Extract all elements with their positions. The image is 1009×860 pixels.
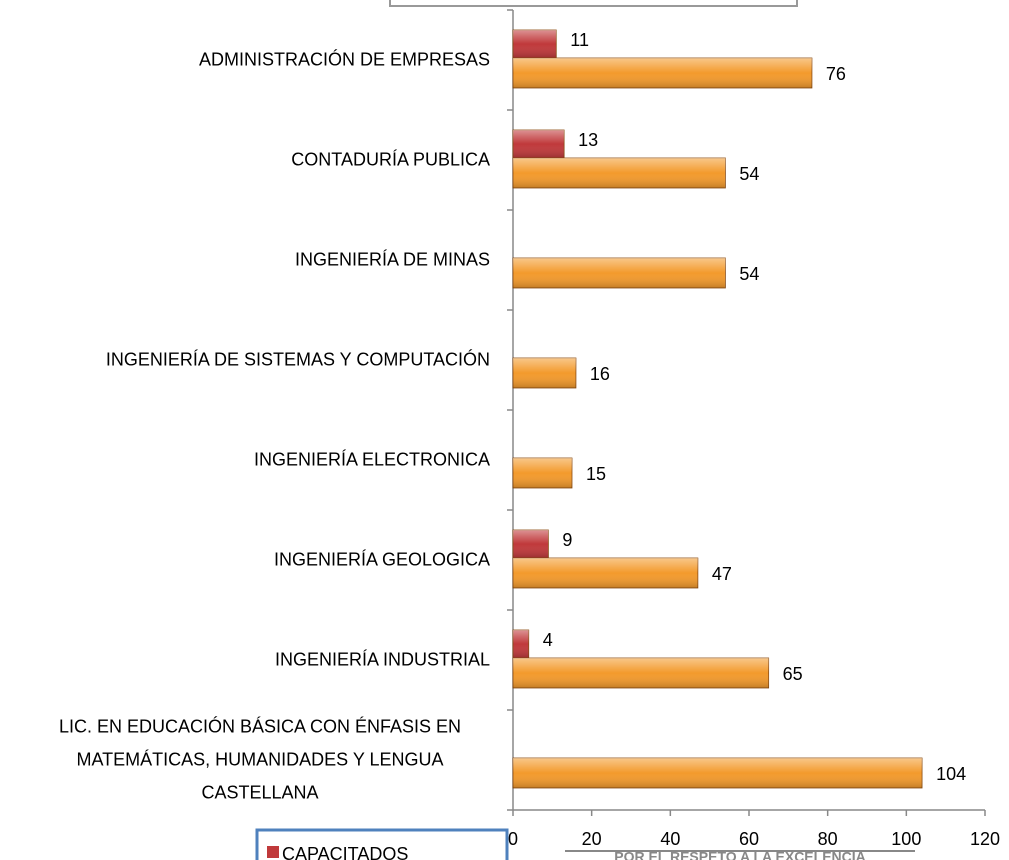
category-label: CONTADURÍA PUBLICA	[291, 144, 490, 177]
category-label-text: INGENIERÍA ELECTRONICA	[253, 449, 490, 470]
category-label: INGENIERÍA GEOLOGICA	[274, 544, 490, 577]
x-tick-label: 20	[582, 829, 602, 849]
value-label: 104	[936, 764, 966, 784]
x-tick-label: 0	[508, 829, 518, 849]
x-tick-label: 100	[891, 829, 921, 849]
legend-swatch	[267, 846, 279, 858]
value-label: 54	[739, 164, 759, 184]
bar-shine	[513, 558, 698, 588]
bar-shine	[513, 758, 923, 788]
bar-shine	[513, 630, 529, 658]
bar-shine	[513, 530, 549, 558]
category-label: INGENIERÍA INDUSTRIAL	[275, 644, 490, 677]
x-tick-label: 40	[660, 829, 680, 849]
bar-shine	[513, 258, 726, 288]
value-label: 76	[826, 64, 846, 84]
bar-shine	[513, 130, 565, 158]
legend-box	[255, 828, 509, 860]
value-label: 47	[712, 564, 732, 584]
value-label: 54	[739, 264, 759, 284]
value-label: 11	[570, 30, 589, 50]
x-tick-label: 60	[739, 829, 759, 849]
category-label-text: INGENIERÍA DE MINAS	[294, 249, 490, 270]
value-label: 65	[783, 664, 803, 684]
category-label-text: INGENIERÍA GEOLOGICA	[273, 549, 490, 570]
value-label: 9	[562, 530, 572, 550]
value-label: 16	[590, 364, 610, 384]
bar-shine	[513, 658, 769, 688]
value-label: 13	[578, 130, 598, 150]
category-label: INGENIERÍA DE SISTEMAS Y COMPUTACIÓN	[106, 344, 490, 377]
bar-shine	[513, 458, 572, 488]
category-label: ADMINISTRACIÓN DE EMPRESAS	[199, 44, 490, 77]
category-label-text: CONTADURÍA PUBLICA	[291, 149, 490, 170]
x-tick-label: 80	[818, 829, 838, 849]
bar-shine	[513, 358, 576, 388]
bar-shine	[513, 158, 726, 188]
category-label-text: ADMINISTRACIÓN DE EMPRESAS	[198, 49, 490, 70]
value-label: 4	[543, 630, 553, 650]
category-label-text: INGENIERÍA DE SISTEMAS Y COMPUTACIÓN	[105, 349, 490, 370]
bar-shine	[513, 30, 557, 58]
category-label: INGENIERÍA ELECTRONICA	[254, 444, 490, 477]
category-label: LIC. EN EDUCACIÓN BÁSICA CON ÉNFASIS EN …	[30, 711, 490, 810]
legend-label: CAPACITADOS	[282, 844, 408, 860]
bar-shine	[513, 58, 812, 88]
category-label-text: INGENIERÍA INDUSTRIAL	[274, 649, 490, 670]
value-label: 15	[586, 464, 606, 484]
category-label-text: LIC. EN EDUCACIÓN BÁSICA CON ÉNFASIS EN …	[58, 716, 462, 803]
x-tick-label: 120	[970, 829, 1000, 849]
top-box	[389, 0, 798, 7]
footer: POR EL RESPETO A LA EXCELENCIA	[614, 849, 866, 860]
category-label: INGENIERÍA DE MINAS	[295, 244, 490, 277]
